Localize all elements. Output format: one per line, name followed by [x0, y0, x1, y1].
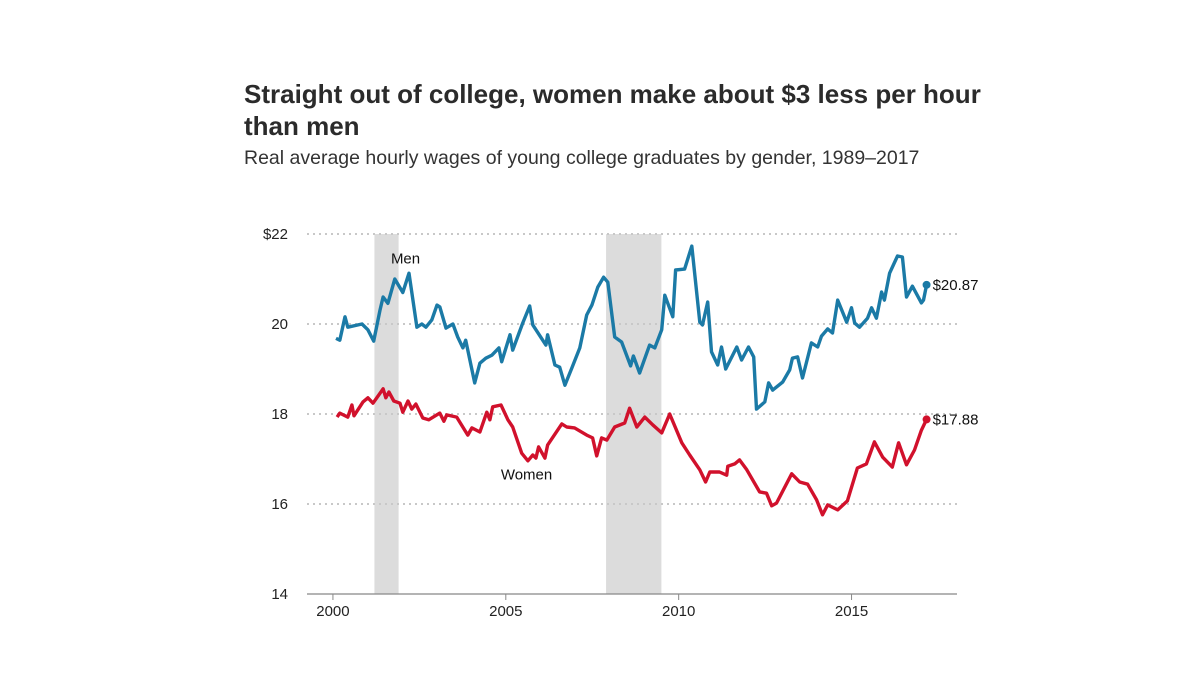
y-tick-label: 14: [271, 586, 288, 603]
women-end-label: $17.88: [933, 411, 979, 428]
men-series-line: [335, 244, 929, 411]
y-tick-label: 16: [271, 496, 288, 513]
y-tick-label: 18: [271, 406, 288, 423]
women-end-point: [922, 415, 931, 424]
x-tick-label: 2005: [489, 603, 522, 620]
men-end-label: $20.87: [933, 277, 979, 294]
x-tick-label: 2015: [835, 603, 868, 620]
x-tick-label: 2010: [662, 603, 695, 620]
women-series-line: [335, 387, 929, 517]
y-tick-label: $22: [263, 226, 288, 243]
men-end-point: [922, 280, 931, 289]
chart-subtitle: Real average hourly wages of young colle…: [244, 147, 920, 169]
series-annotation: Women: [501, 466, 552, 483]
x-tick-label: 2000: [316, 603, 349, 620]
y-tick-label: 20: [271, 316, 288, 333]
series-annotation: Men: [391, 250, 420, 267]
chart-title: Straight out of college, women make abou…: [244, 79, 981, 141]
recession-band: [606, 234, 662, 594]
